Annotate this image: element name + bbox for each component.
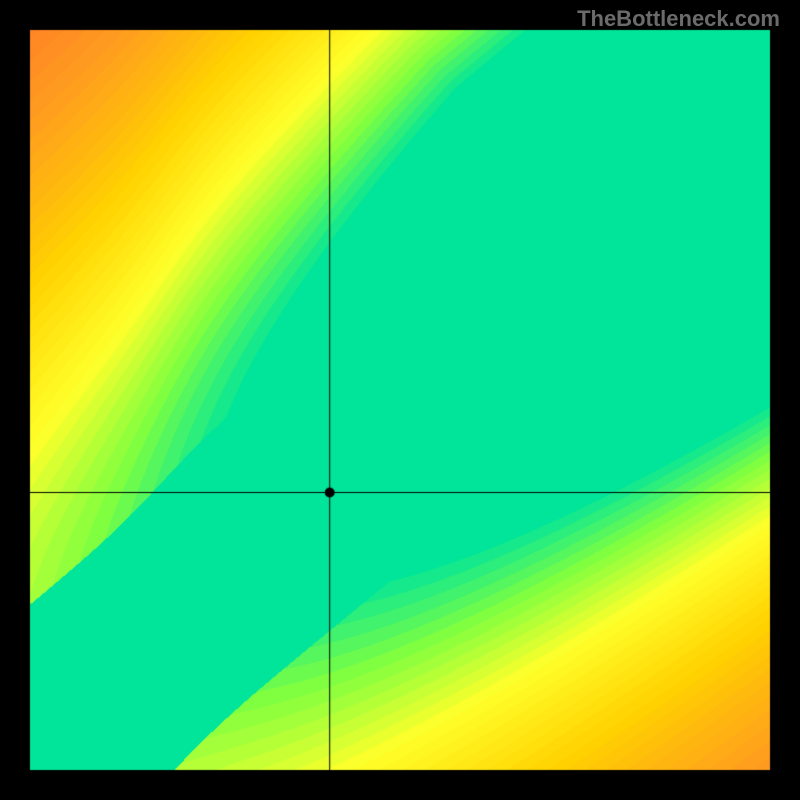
bottleneck-heatmap [0,0,800,800]
chart-container: TheBottleneck.com [0,0,800,800]
watermark-label: TheBottleneck.com [577,6,780,32]
